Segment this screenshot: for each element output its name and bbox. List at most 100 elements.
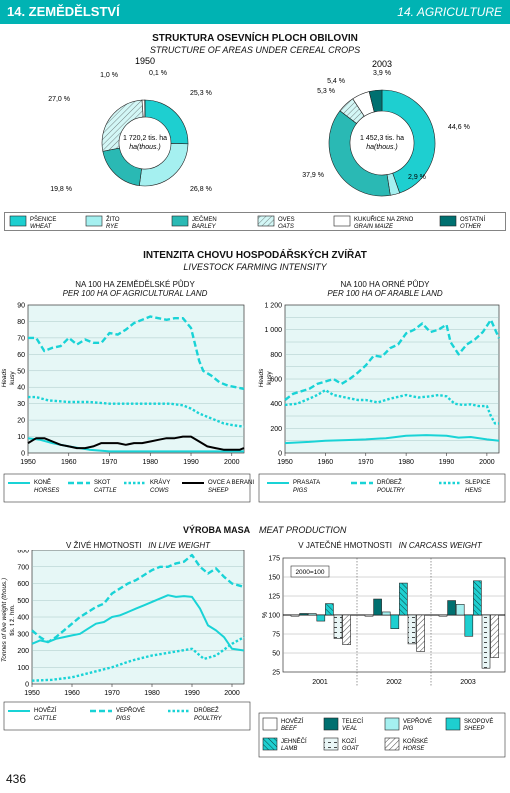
bar-horse — [490, 614, 499, 658]
legend-label-cz: DRŮBEŽ — [194, 706, 219, 714]
series-line-poultry — [284, 318, 501, 401]
bar-horse — [416, 614, 425, 652]
legend-swatch-rye — [85, 215, 103, 227]
pie-label: 2,9 % — [408, 174, 426, 181]
x-tick-label: 1970 — [102, 459, 118, 466]
bar-veal — [447, 600, 456, 616]
meat-left-title-en: IN LIVE WEIGHT — [148, 541, 211, 550]
y-tick-label: 100 — [17, 665, 29, 672]
legend-label-en: VEAL — [342, 726, 357, 732]
legend-label-en: PIGS — [293, 488, 307, 494]
y-tick-label: 400 — [17, 615, 29, 622]
y-tick-label: 60 — [17, 352, 25, 359]
meat-right-title-cz: V JATEČNÉ HMOTNOSTI — [298, 541, 392, 550]
y-tick-label: 0 — [21, 451, 25, 458]
y-tick-label: 500 — [17, 598, 29, 605]
page-number: 436 — [6, 772, 27, 786]
pie-2003: 44,6 % 2,9 % 37,9 % 5,3 % 5,4 % 3,9 % — [302, 70, 470, 197]
chart-meat-carcass-index: 25 50 75 100 125 150 175% 2000=100 2001 2002 2003 H… — [258, 556, 506, 758]
legend-label-en: PIGS — [116, 716, 130, 722]
legend-swatch-beef — [262, 717, 278, 731]
legend-swatch-wheat — [9, 215, 27, 227]
y-tick-label: 600 — [17, 581, 29, 588]
y-tick-label: 50 — [272, 651, 280, 658]
y-tick-label: 25 — [272, 670, 280, 677]
bar-beef — [290, 614, 300, 617]
y-tick-label: 175 — [268, 556, 280, 563]
y-tick-label: 40 — [17, 385, 25, 392]
legend-label-en: WHEAT — [30, 224, 53, 230]
y-tick-label: 75 — [272, 632, 280, 639]
chart-livestock-agricultural: 0 10 20 30 40 50 60 70 80 90 1950 1960 1970 1980 1990 2… — [1, 303, 254, 503]
legend-label-en: GOAT — [342, 746, 360, 752]
x-tick-label: 2000 — [479, 459, 495, 466]
meat-title: VÝROBA MASA — [183, 525, 251, 535]
y-tick-label: 700 — [17, 564, 29, 571]
legend-box — [3, 701, 251, 731]
legend-label-en: OATS — [278, 224, 294, 230]
legend-label-cz: JEHNĚČÍ — [281, 737, 307, 745]
y-axis-label-cz: kusy — [9, 371, 16, 385]
page-header: 14. ZEMĚDĚLSTVÍ 14. AGRICULTURE — [0, 0, 510, 24]
legend-label-cz: JEČMEN — [192, 216, 217, 223]
x-tick-label: 2000 — [224, 690, 240, 697]
header-left: 14. ZEMĚDĚLSTVÍ — [7, 4, 120, 19]
pie-label: 25,3 % — [190, 90, 212, 97]
series-line-horses — [27, 437, 244, 453]
x-tick-label: 1980 — [144, 690, 160, 697]
pie-label: 5,4 % — [327, 78, 345, 85]
bar-lamb — [325, 603, 334, 616]
pie-label: 27,0 % — [48, 96, 70, 103]
plot-area — [27, 304, 245, 454]
bar-pig — [307, 613, 317, 616]
y-axis-label-en: Heads — [1, 368, 8, 388]
legend-label-cz: TELECÍ — [342, 718, 363, 725]
bar-sheep — [316, 614, 326, 622]
legend-label-en: CATTLE — [34, 716, 58, 722]
bar-lamb — [399, 582, 408, 616]
x-tick-label: 1990 — [183, 459, 199, 466]
x-tick-label: 1950 — [20, 459, 36, 466]
legend-label-en: PIG — [403, 726, 414, 732]
bar-veal — [373, 598, 382, 616]
y-tick-label: 100 — [268, 613, 280, 620]
legend-label-en: HORSES — [34, 488, 59, 494]
pie-slice-barley — [328, 110, 391, 197]
pie-slice-wheat — [381, 89, 436, 194]
y-tick-label: 600 — [270, 377, 282, 384]
livestock-right-title-en: PER 100 HA OF ARABLE LAND — [327, 289, 443, 298]
pie-1950-unit: ha(thous.) — [129, 144, 161, 151]
livestock-subtitle: LIVESTOCK FARMING INTENSITY — [183, 262, 327, 272]
meat-title-en: MEAT PRODUCTION — [259, 525, 347, 535]
index-label-box — [290, 565, 330, 578]
pie-label: 26,8 % — [190, 186, 212, 193]
legend-label-cz: OSTATNÍ — [460, 216, 485, 223]
legend-label-en: COWS — [150, 488, 169, 494]
y-tick-label: 800 — [270, 352, 282, 359]
bar-sheep — [390, 614, 400, 629]
legend-label-cz: SKOT — [94, 480, 111, 486]
legend-swatch-pig — [384, 717, 400, 731]
y-tick-label: 70 — [17, 335, 25, 342]
y-tick-label: 1 000 — [264, 327, 282, 334]
legend-label-cz: KONĚ — [34, 478, 51, 486]
y-tick-label: 200 — [17, 648, 29, 655]
y-tick-label: 0 — [278, 451, 282, 458]
y-tick-label: 400 — [270, 401, 282, 408]
x-tick-label: 1950 — [277, 459, 293, 466]
chart-meat-live-weight: 0 100 200 300 400 500 600 700 800 1950 1960 1970 198… — [1, 550, 251, 731]
pie-2003-year: 2003 — [372, 59, 392, 69]
series-line-pigs — [284, 434, 500, 445]
y-axis-label-cz: tis. t ž. hm. — [9, 604, 16, 636]
sowing-subtitle: STRUCTURE OF AREAS UNDER CEREAL CROPS — [149, 45, 361, 55]
pie-1950-year: 1950 — [135, 56, 155, 66]
x-tick-label: 1960 — [318, 459, 334, 466]
legend-label-cz: KOZÍ — [342, 738, 356, 745]
x-tick-label: 1950 — [24, 690, 40, 697]
y-tick-label: 0 — [25, 682, 29, 689]
legend-label-cz: HOVĚZÍ — [34, 706, 57, 714]
y-axis-label-en: Tonnes of live weight (thous.) — [1, 578, 8, 662]
x-tick-label: 2000 — [224, 459, 240, 466]
x-tick-label: 1970 — [104, 690, 120, 697]
series-line-sheep — [27, 435, 245, 451]
